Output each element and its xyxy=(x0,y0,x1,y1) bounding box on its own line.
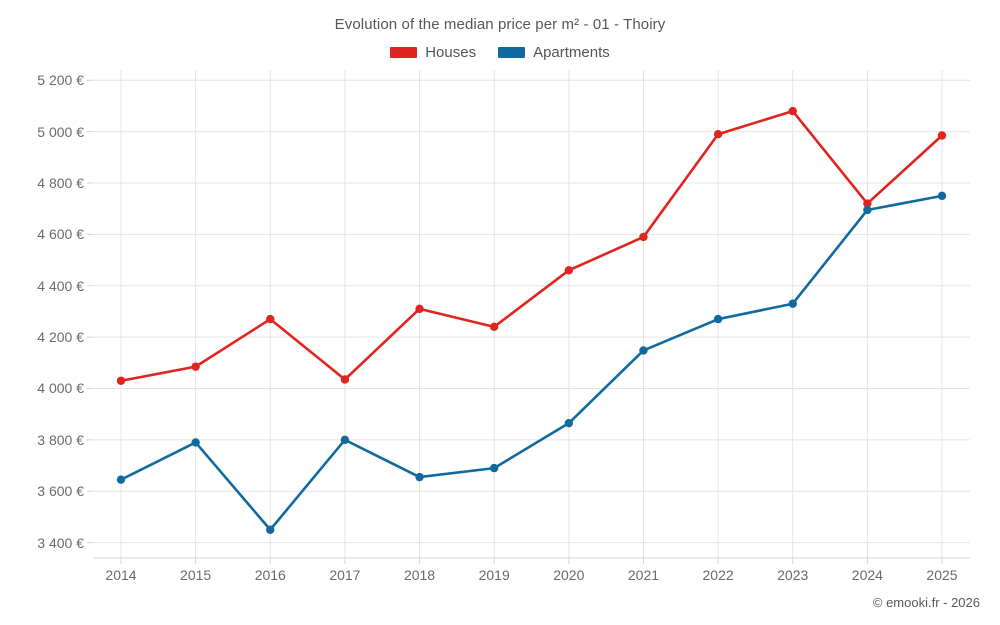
data-point-apartments[interactable] xyxy=(116,475,126,484)
y-tick-label: 4 200 € xyxy=(37,329,84,346)
y-tick-label: 4 000 € xyxy=(37,380,84,397)
x-tick-label: 2019 xyxy=(478,567,510,583)
series-markers xyxy=(116,106,947,534)
data-point-houses[interactable] xyxy=(863,199,872,208)
series-line-houses xyxy=(119,109,944,383)
data-point-houses[interactable] xyxy=(266,314,275,324)
plot-area xyxy=(87,70,970,564)
x-tick-label: 2022 xyxy=(702,567,734,583)
data-point-apartments[interactable] xyxy=(564,418,574,428)
x-tick-label: 2025 xyxy=(926,567,958,583)
credit-text: © emooki.fr - 2026 xyxy=(872,595,980,610)
data-point-apartments[interactable] xyxy=(863,205,872,215)
x-tick-label: 2014 xyxy=(105,567,137,583)
data-point-houses[interactable] xyxy=(191,362,200,371)
data-point-houses[interactable] xyxy=(340,375,350,384)
legend-swatch-houses xyxy=(390,47,418,58)
data-point-apartments[interactable] xyxy=(340,435,350,445)
y-tick-label: 3 600 € xyxy=(37,483,84,500)
chart-title: Evolution of the median price per m² - 0… xyxy=(334,16,666,33)
legend-label-houses: Houses xyxy=(425,44,477,61)
data-point-houses[interactable] xyxy=(937,131,947,140)
x-tick-label: 2017 xyxy=(329,567,361,583)
axis-lines xyxy=(87,79,970,564)
data-point-apartments[interactable] xyxy=(415,472,424,482)
data-point-houses[interactable] xyxy=(116,376,126,385)
data-point-houses[interactable] xyxy=(415,304,424,314)
x-axis: 2014 2015 2016 2017 2018 2019 2020 2021 2022 2023… xyxy=(93,568,970,590)
y-tick-label: 4 600 € xyxy=(37,226,84,243)
grid-lines xyxy=(93,70,970,558)
data-point-houses[interactable] xyxy=(788,106,797,116)
y-tick-label: 4 400 € xyxy=(37,277,84,294)
data-point-apartments[interactable] xyxy=(713,314,723,324)
legend-item-houses[interactable]: Houses xyxy=(390,44,476,61)
data-point-houses[interactable] xyxy=(564,266,574,275)
data-point-apartments[interactable] xyxy=(788,299,797,308)
data-point-apartments[interactable] xyxy=(937,191,947,201)
x-tick-label: 2023 xyxy=(777,567,809,583)
chart-legend: Houses Apartments xyxy=(0,44,1000,61)
data-point-houses[interactable] xyxy=(713,130,723,139)
x-tick-label: 2024 xyxy=(851,567,883,583)
y-tick-label: 5 000 € xyxy=(37,123,84,140)
data-point-houses[interactable] xyxy=(639,232,648,242)
y-tick-label: 3 400 € xyxy=(37,534,84,551)
legend-swatch-apartments xyxy=(498,47,526,58)
y-tick-label: 5 200 € xyxy=(37,72,84,89)
data-point-apartments[interactable] xyxy=(639,346,648,355)
y-tick-label: 3 800 € xyxy=(37,431,84,448)
data-point-apartments[interactable] xyxy=(191,438,200,447)
legend-item-apartments[interactable]: Apartments xyxy=(498,44,610,61)
series-lines xyxy=(119,109,944,532)
legend-label-apartments: Apartments xyxy=(533,44,610,61)
plot-svg xyxy=(87,70,970,564)
y-axis: 3 400 € 3 600 € 3 800 € 4 000 € 4 200 € 4 400… xyxy=(0,70,84,558)
x-tick-label: 2020 xyxy=(553,567,585,583)
y-tick-label: 4 800 € xyxy=(37,175,84,191)
data-point-apartments[interactable] xyxy=(266,525,275,534)
x-tick-label: 2016 xyxy=(254,567,286,583)
x-tick-label: 2018 xyxy=(403,567,436,583)
x-tick-label: 2021 xyxy=(627,567,660,583)
data-point-apartments[interactable] xyxy=(489,463,499,473)
series-line-apartments xyxy=(119,194,944,532)
x-tick-label: 2015 xyxy=(180,567,212,583)
data-point-houses[interactable] xyxy=(489,322,499,332)
